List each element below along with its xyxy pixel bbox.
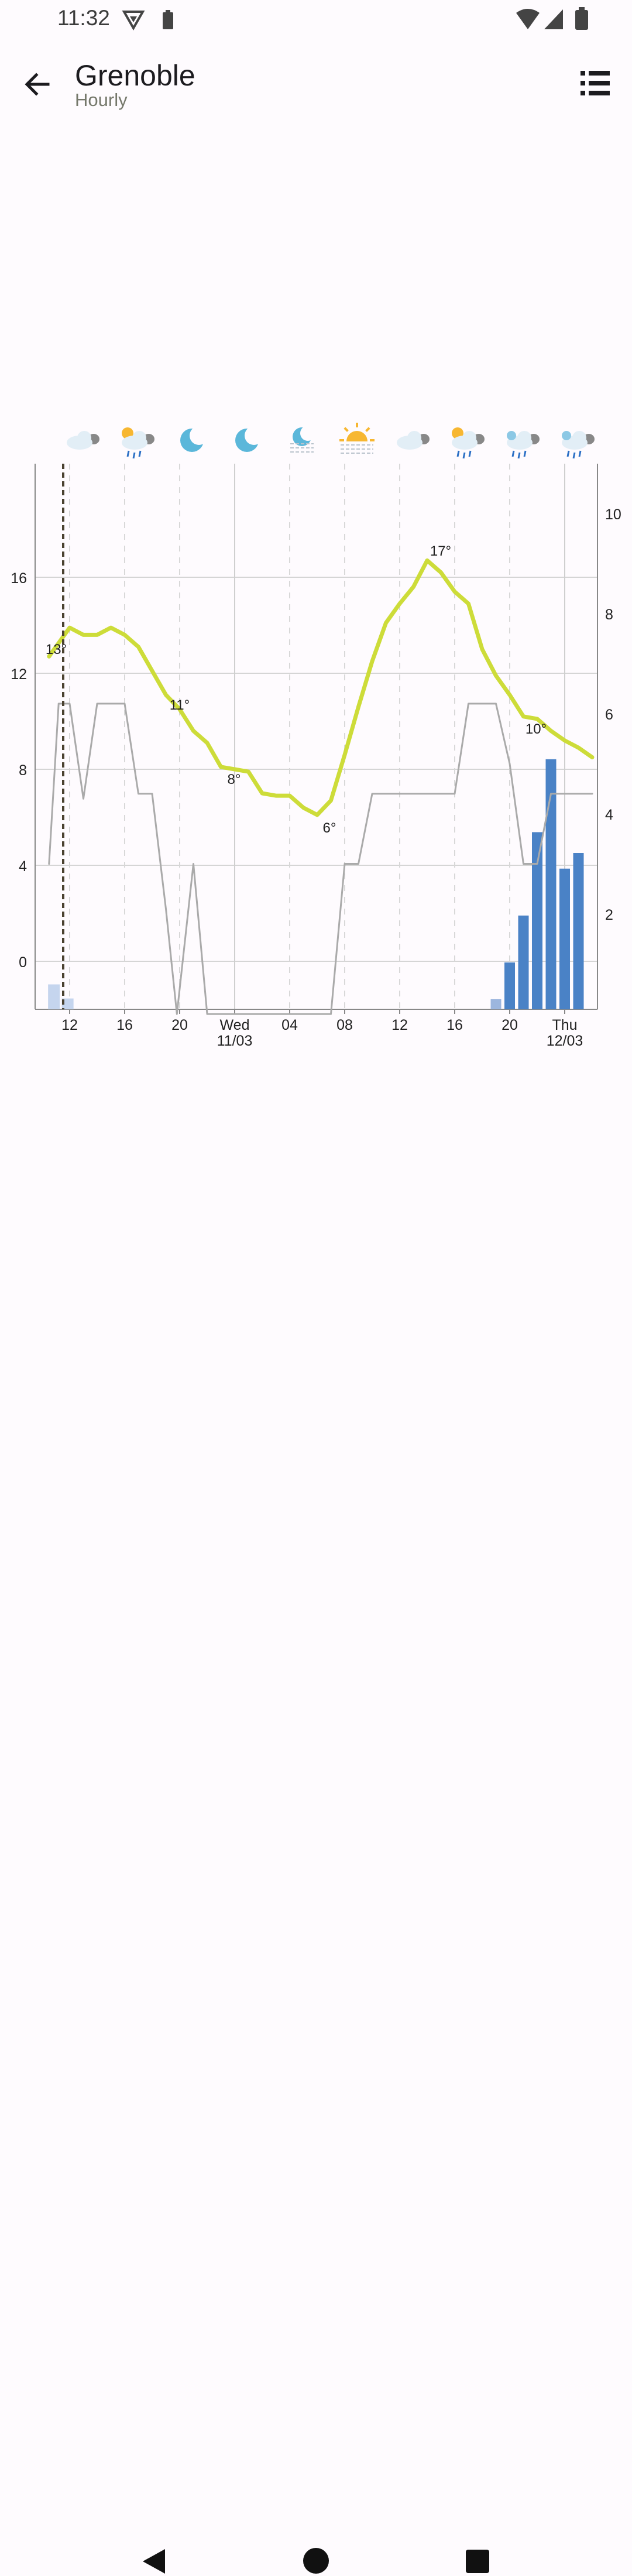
x-tick-label: Wed bbox=[220, 1017, 250, 1033]
weather-icon-row bbox=[67, 423, 595, 459]
status-bar: 11:32 bbox=[0, 0, 632, 39]
moon-hint bbox=[507, 431, 516, 440]
wifi-icon bbox=[516, 9, 540, 29]
rain-drop bbox=[578, 450, 582, 457]
sunrise-fog-icon bbox=[339, 423, 375, 454]
rain-drop bbox=[511, 450, 515, 457]
cloud-puff bbox=[132, 431, 146, 445]
moon-fog-icon bbox=[290, 426, 315, 453]
precip-bar bbox=[532, 832, 542, 1009]
rain-drop bbox=[566, 450, 570, 457]
x-tick-label: 12/03 bbox=[547, 1033, 583, 1049]
rain-drop bbox=[132, 452, 136, 459]
moon-cut bbox=[300, 426, 315, 441]
rain-drop bbox=[462, 452, 466, 459]
list-view-icon[interactable] bbox=[579, 69, 611, 97]
precip-bar bbox=[545, 759, 557, 1009]
temperature-line bbox=[47, 558, 595, 817]
precip-bar bbox=[573, 853, 584, 1009]
cloud-puff bbox=[407, 431, 421, 445]
x-tick-label: 12 bbox=[61, 1017, 78, 1033]
nav-bar bbox=[0, 1265, 632, 2574]
page-title: Grenoble bbox=[75, 59, 195, 92]
page-subtitle: Hourly bbox=[75, 90, 128, 110]
battery-saver-icon bbox=[163, 10, 173, 29]
y-right-tick-label: 2 bbox=[605, 907, 613, 923]
rain-drop bbox=[468, 450, 472, 457]
y-left-tick-label: 16 bbox=[11, 570, 27, 587]
precip-bar-light bbox=[61, 998, 74, 1009]
x-tick-label: 16 bbox=[116, 1017, 133, 1033]
rain-drop bbox=[523, 450, 527, 457]
cloud-puff bbox=[517, 431, 531, 445]
y-right-tick-label: 6 bbox=[605, 707, 613, 723]
x-tick-label: 04 bbox=[281, 1017, 298, 1033]
precip-bars bbox=[48, 759, 584, 1009]
signal-icon bbox=[544, 9, 563, 29]
temperature-label: 11° bbox=[170, 697, 190, 713]
sun-ray bbox=[344, 427, 349, 432]
nav-recents-icon[interactable] bbox=[465, 2548, 490, 2574]
nav-back-icon[interactable] bbox=[139, 2547, 169, 2576]
status-time: 11:32 bbox=[57, 6, 110, 30]
precip-bar bbox=[504, 962, 515, 1009]
cloudy-night-icon bbox=[397, 431, 430, 450]
y-right-tick-label: 10 bbox=[605, 506, 621, 523]
temperature-label: 17° bbox=[430, 543, 451, 559]
precip-bar bbox=[518, 915, 529, 1009]
temperature-label: 8° bbox=[228, 772, 241, 787]
moon-cut bbox=[245, 426, 263, 445]
precip-bar-light bbox=[48, 984, 60, 1009]
moon-icon bbox=[235, 426, 263, 452]
moon-hint bbox=[562, 431, 571, 440]
vpn-icon bbox=[122, 11, 145, 30]
humidity-line bbox=[48, 703, 593, 1015]
x-tick-label: Thu bbox=[552, 1017, 577, 1033]
precip-bar bbox=[559, 868, 570, 1009]
precip-bar bbox=[490, 999, 502, 1009]
x-tick-label: 11/03 bbox=[217, 1033, 253, 1049]
cloudy-night-icon bbox=[67, 431, 99, 450]
nav-home-icon[interactable] bbox=[302, 2547, 330, 2575]
rain-drop bbox=[138, 450, 142, 457]
back-arrow-icon[interactable] bbox=[21, 68, 54, 101]
y-left-tick-label: 12 bbox=[11, 666, 27, 683]
x-tick-label: 20 bbox=[502, 1017, 518, 1033]
y-right-tick-label: 4 bbox=[605, 807, 613, 823]
moon-cut bbox=[190, 426, 208, 445]
cloud-puff bbox=[462, 431, 476, 445]
rain-icon bbox=[562, 431, 595, 459]
sun-rain-icon bbox=[122, 427, 154, 459]
temperature-label: 13° bbox=[46, 642, 67, 657]
moon-icon bbox=[180, 426, 208, 452]
battery-icon bbox=[575, 7, 588, 30]
y-left-tick-label: 8 bbox=[19, 762, 27, 779]
temperature-label: 6° bbox=[323, 820, 336, 836]
rain-drop bbox=[456, 450, 460, 457]
temperature-label: 10° bbox=[525, 721, 547, 737]
rain-drop bbox=[517, 452, 521, 459]
y-left-tick-label: 4 bbox=[19, 858, 27, 875]
rain-icon bbox=[507, 431, 540, 459]
rain-drop bbox=[572, 452, 576, 459]
sun-half bbox=[346, 431, 367, 441]
chart-grid bbox=[35, 464, 598, 1014]
chart-lines bbox=[47, 464, 595, 1015]
x-tick-label: 16 bbox=[446, 1017, 463, 1033]
x-tick-label: 12 bbox=[391, 1017, 408, 1033]
y-right-tick-label: 8 bbox=[605, 607, 613, 623]
sun-rain-icon bbox=[452, 427, 485, 459]
y-left-tick-label: 0 bbox=[19, 954, 27, 971]
sun-ray bbox=[365, 427, 370, 432]
x-tick-label: 20 bbox=[171, 1017, 188, 1033]
cloud-puff bbox=[572, 431, 586, 445]
x-tick-label: 08 bbox=[336, 1017, 353, 1033]
cloud-puff bbox=[77, 431, 91, 445]
rain-drop bbox=[126, 450, 130, 457]
